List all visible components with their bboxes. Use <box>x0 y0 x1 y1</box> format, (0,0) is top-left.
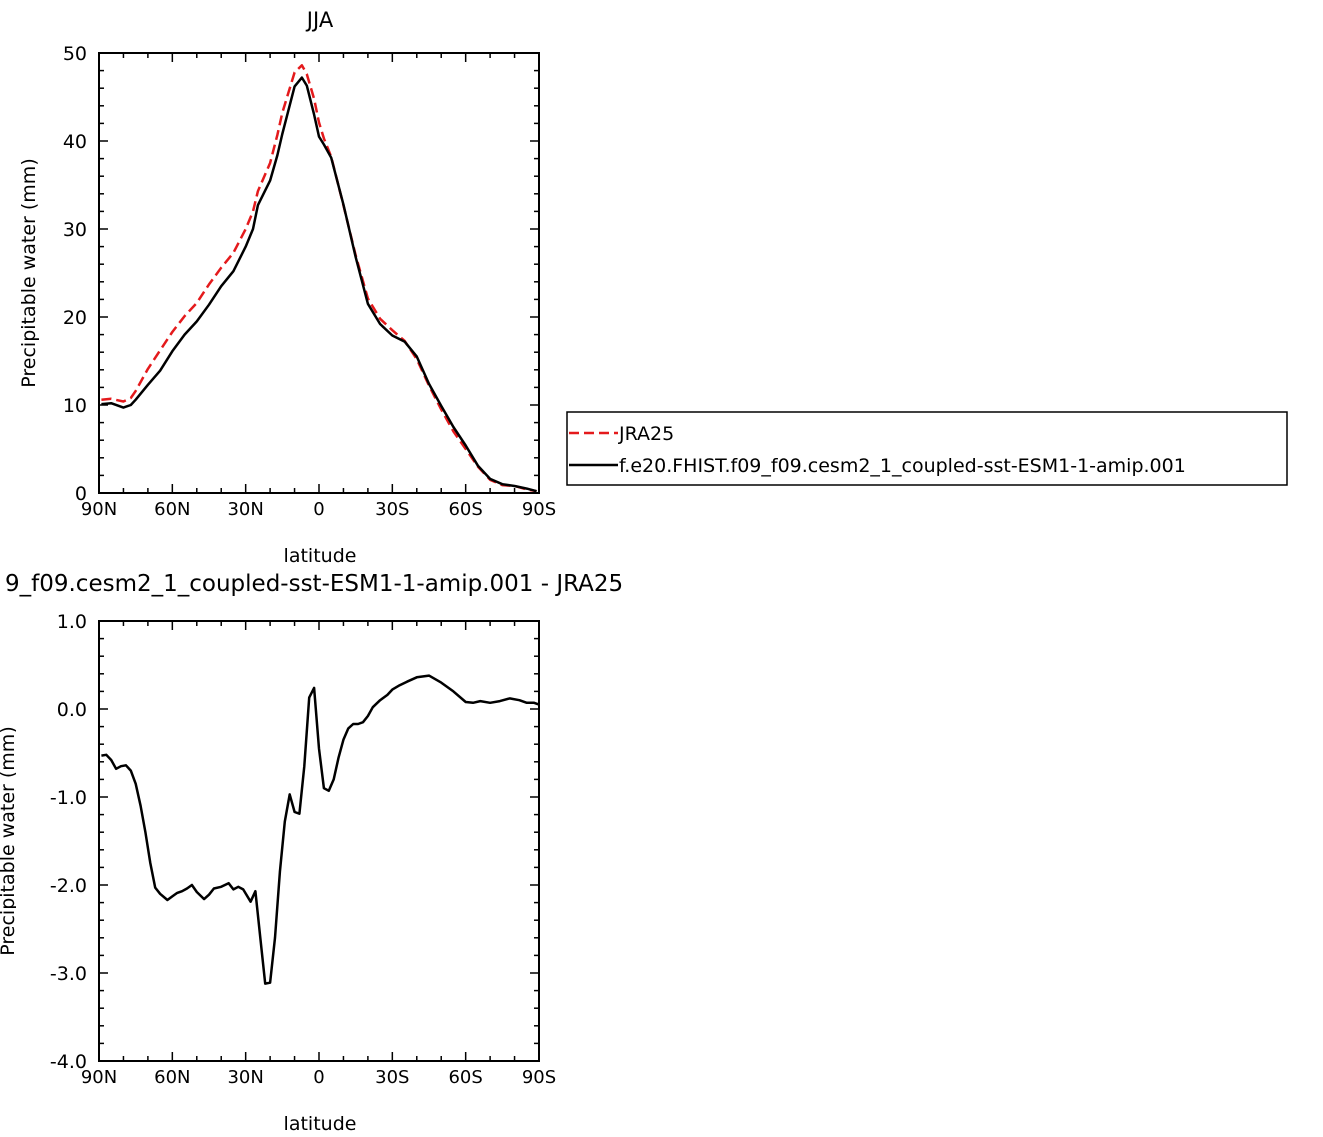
bottom-ytick-label: 1.0 <box>57 611 87 633</box>
bottom-ytick-label: -2.0 <box>50 875 87 897</box>
top-xtick-label: 90S <box>522 499 556 520</box>
top-xtick-label: 30S <box>375 499 409 520</box>
bottom-plot-frame <box>98 620 540 1062</box>
top-ytick-label: 0 <box>75 483 87 505</box>
top-chart-xlabel: latitude <box>284 545 357 567</box>
bottom-series-line-0 <box>101 674 540 985</box>
bottom-xtick-label: 30S <box>375 1067 409 1088</box>
legend-label-model: f.e20.FHIST.f09_f09.cesm2_1_coupled-sst-… <box>619 455 1186 477</box>
bottom-ytick-label: -3.0 <box>50 963 87 985</box>
top-plot-frame <box>98 52 540 494</box>
bottom-xtick-label: 0 <box>313 1067 324 1088</box>
bottom-xtick-label: 90S <box>522 1067 556 1088</box>
bottom-xtick-label: 60N <box>154 1067 190 1088</box>
top-chart-title: JJA <box>305 8 334 32</box>
bottom-chart-xlabel: latitude <box>284 1113 357 1135</box>
top-series-line-1 <box>101 76 537 493</box>
bottom-xtick-label: 30N <box>227 1067 263 1088</box>
bottom-chart-title: 9_f09.cesm2_1_coupled-sst-ESM1-1-amip.00… <box>5 571 623 597</box>
bottom-chart-panel: 9_f09.cesm2_1_coupled-sst-ESM1-1-amip.00… <box>0 571 623 1135</box>
top-xtick-label: 30N <box>227 499 263 520</box>
bottom-chart-ylabel: Precipitable water (mm) <box>0 726 19 955</box>
top-chart-panel: JJA 90N 60N 30N 0 30S 60S 90S 0 10 20 30 40 50 latit… <box>18 8 556 567</box>
top-ytick-label: 50 <box>63 43 87 65</box>
bottom-ytick-label: -1.0 <box>50 787 87 809</box>
bottom-xtick-label: 90N <box>81 1067 117 1088</box>
top-xtick-label: 0 <box>313 499 324 520</box>
top-ytick-label: 10 <box>63 395 87 417</box>
legend-label-jra25: JRA25 <box>618 423 674 445</box>
bottom-ytick-label: -4.0 <box>50 1051 87 1073</box>
bottom-xtick-label: 60S <box>448 1067 482 1088</box>
bottom-ytick-label: 0.0 <box>57 699 87 721</box>
top-ytick-label: 30 <box>63 219 87 241</box>
legend: JRA25 f.e20.FHIST.f09_f09.cesm2_1_couple… <box>566 411 1288 486</box>
top-xtick-label: 60N <box>154 499 190 520</box>
top-ytick-label: 20 <box>63 307 87 329</box>
top-chart-ylabel: Precipitable water (mm) <box>18 158 40 387</box>
top-ytick-label: 40 <box>63 131 87 153</box>
top-series-line-0 <box>101 64 537 493</box>
legend-box <box>566 411 1288 486</box>
top-xtick-label: 90N <box>81 499 117 520</box>
top-xtick-label: 60S <box>448 499 482 520</box>
